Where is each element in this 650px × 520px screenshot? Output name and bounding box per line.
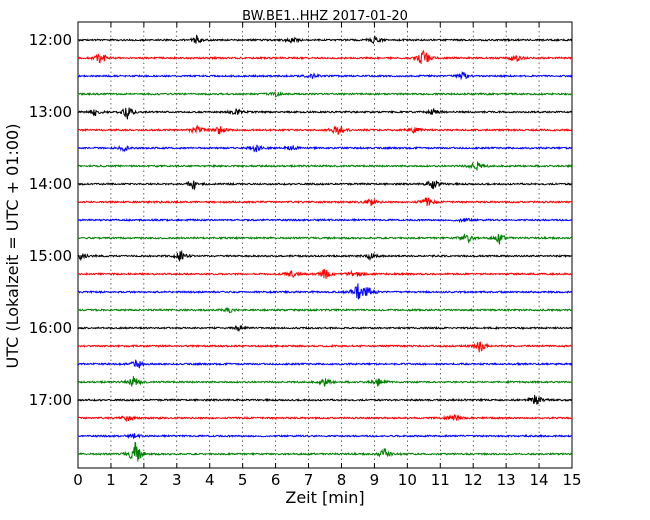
trace-line xyxy=(77,34,573,45)
y-tick-label: 15:00 xyxy=(29,247,72,265)
trace-line xyxy=(77,341,573,353)
trace-line xyxy=(77,432,573,440)
trace-line xyxy=(77,144,573,153)
y-tick-label: 16:00 xyxy=(29,319,72,337)
trace-line xyxy=(77,49,573,64)
trace-line xyxy=(77,90,573,98)
x-tick-label: 12 xyxy=(464,471,483,489)
x-axis-ticks: 0 1 2 3 4 5 6 7 8 9 10 11 12 13 14 15 xyxy=(73,22,582,489)
trace-line xyxy=(77,414,573,423)
trace-line xyxy=(77,359,573,369)
trace-line xyxy=(77,107,573,120)
x-tick-label: 8 xyxy=(337,471,347,489)
x-tick-label: 7 xyxy=(304,471,314,489)
y-tick-label: 14:00 xyxy=(29,175,72,193)
chart-title: BW.BE1..HHZ 2017-01-20 xyxy=(242,9,408,24)
x-tick-label: 2 xyxy=(139,471,149,489)
trace-line xyxy=(77,233,573,246)
trace-line xyxy=(77,124,573,135)
y-axis-label: UTC (Lokalzeit = UTC + 01:00) xyxy=(3,124,22,369)
trace-line xyxy=(77,269,573,279)
trace-line xyxy=(77,441,573,462)
trace-line xyxy=(77,376,573,388)
trace-line xyxy=(77,197,573,207)
x-tick-label: 9 xyxy=(370,471,380,489)
plot-frame xyxy=(77,21,573,469)
x-tick-label: 14 xyxy=(530,471,549,489)
x-tick-label: 3 xyxy=(172,471,182,489)
trace-line xyxy=(77,249,573,262)
y-axis-ticks: 12:00 13:00 14:00 15:00 16:00 17:00 xyxy=(29,31,572,409)
y-tick-label: 17:00 xyxy=(29,391,72,409)
x-tick-label: 15 xyxy=(562,471,581,489)
x-tick-label: 11 xyxy=(431,471,450,489)
trace-line xyxy=(77,217,573,224)
x-tick-label: 1 xyxy=(106,471,116,489)
trace-line xyxy=(77,71,573,81)
x-tick-label: 5 xyxy=(238,471,248,489)
trace-line xyxy=(78,306,573,314)
seismogram-traces xyxy=(77,34,573,462)
trace-line xyxy=(77,325,573,332)
trace-line xyxy=(77,160,573,171)
y-tick-label: 12:00 xyxy=(29,31,72,49)
x-tick-label: 4 xyxy=(205,471,215,489)
x-tick-label: 10 xyxy=(398,471,417,489)
x-tick-label: 6 xyxy=(271,471,281,489)
trace-line xyxy=(77,283,573,300)
y-tick-label: 13:00 xyxy=(29,103,72,121)
trace-line xyxy=(77,180,573,191)
x-tick-label: 13 xyxy=(497,471,516,489)
x-axis-label: Zeit [min] xyxy=(285,488,364,507)
x-tick-label: 0 xyxy=(73,471,83,489)
trace-line xyxy=(77,394,573,405)
